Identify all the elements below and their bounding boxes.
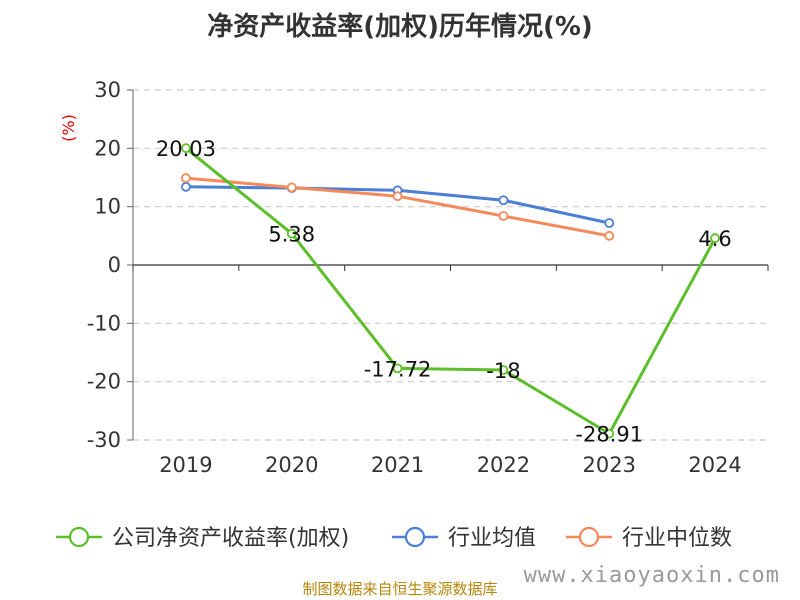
legend-swatch-marker: [578, 526, 600, 548]
x-tick-label: 2020: [265, 453, 318, 477]
data-point-0: [604, 428, 615, 439]
data-point-0: [181, 143, 191, 154]
y-tick-label: 10: [94, 195, 121, 219]
legend-label: 行业均值: [448, 526, 536, 551]
x-tick-label: 2024: [688, 453, 741, 477]
data-label: -18: [486, 359, 520, 383]
data-point-1: [498, 195, 509, 206]
data-point-2: [498, 211, 509, 221]
y-axis-unit: (%): [59, 114, 78, 142]
y-tick-label: 30: [94, 78, 121, 102]
data-label: -17.72: [364, 357, 432, 381]
data-label: 20.03: [156, 137, 216, 161]
axis-layer: 30 20 10 0 -10 -20 -30 2019 2020 2021 2022 2023 2024: [87, 78, 769, 477]
data-point-2: [286, 182, 297, 193]
legend-swatch-marker: [68, 526, 90, 548]
data-point-2: [604, 230, 615, 241]
source-note: 制图数据来自恒生聚源数据库: [302, 580, 497, 598]
chart-title: 净资产收益率(加权)历年情况(%): [207, 11, 593, 42]
data-point-0: [710, 233, 720, 244]
data-point-0: [392, 363, 403, 374]
x-tick-label: 2019: [159, 453, 212, 477]
y-tick-label: -20: [87, 370, 121, 394]
x-tick-label: 2021: [371, 453, 424, 477]
data-point-2: [181, 173, 191, 183]
y-tick-label: 20: [94, 136, 121, 160]
y-tick-label: 0: [108, 253, 121, 277]
y-tick-label: -30: [87, 428, 121, 452]
legend-label: 公司净资产收益率(加权): [112, 526, 349, 551]
series-line-0: [184, 147, 717, 436]
y-tick-label: -10: [87, 311, 121, 335]
x-tick-label: 2023: [583, 453, 636, 477]
series-layer: [181, 143, 720, 439]
grid-layer: [133, 89, 768, 441]
legend-swatch-marker: [404, 526, 426, 548]
data-label-layer: 20.03 5.38 -17.72 -18 -28.91 4.6: [156, 137, 732, 446]
data-point-1: [604, 218, 615, 228]
legend-label: 行业中位数: [622, 526, 732, 551]
data-point-1: [181, 181, 191, 192]
data-label: 4.6: [698, 227, 731, 251]
data-point-0: [498, 365, 509, 375]
data-label: 5.38: [268, 223, 315, 247]
data-point-2: [392, 191, 403, 202]
x-tick-label: 2022: [477, 453, 530, 477]
legend: 公司净资产收益率(加权) 行业均值 行业中位数: [56, 526, 732, 551]
watermark: www.xiaoyaoxin.com: [524, 563, 780, 588]
data-point-0: [286, 228, 297, 239]
data-label: -28.91: [575, 423, 643, 447]
